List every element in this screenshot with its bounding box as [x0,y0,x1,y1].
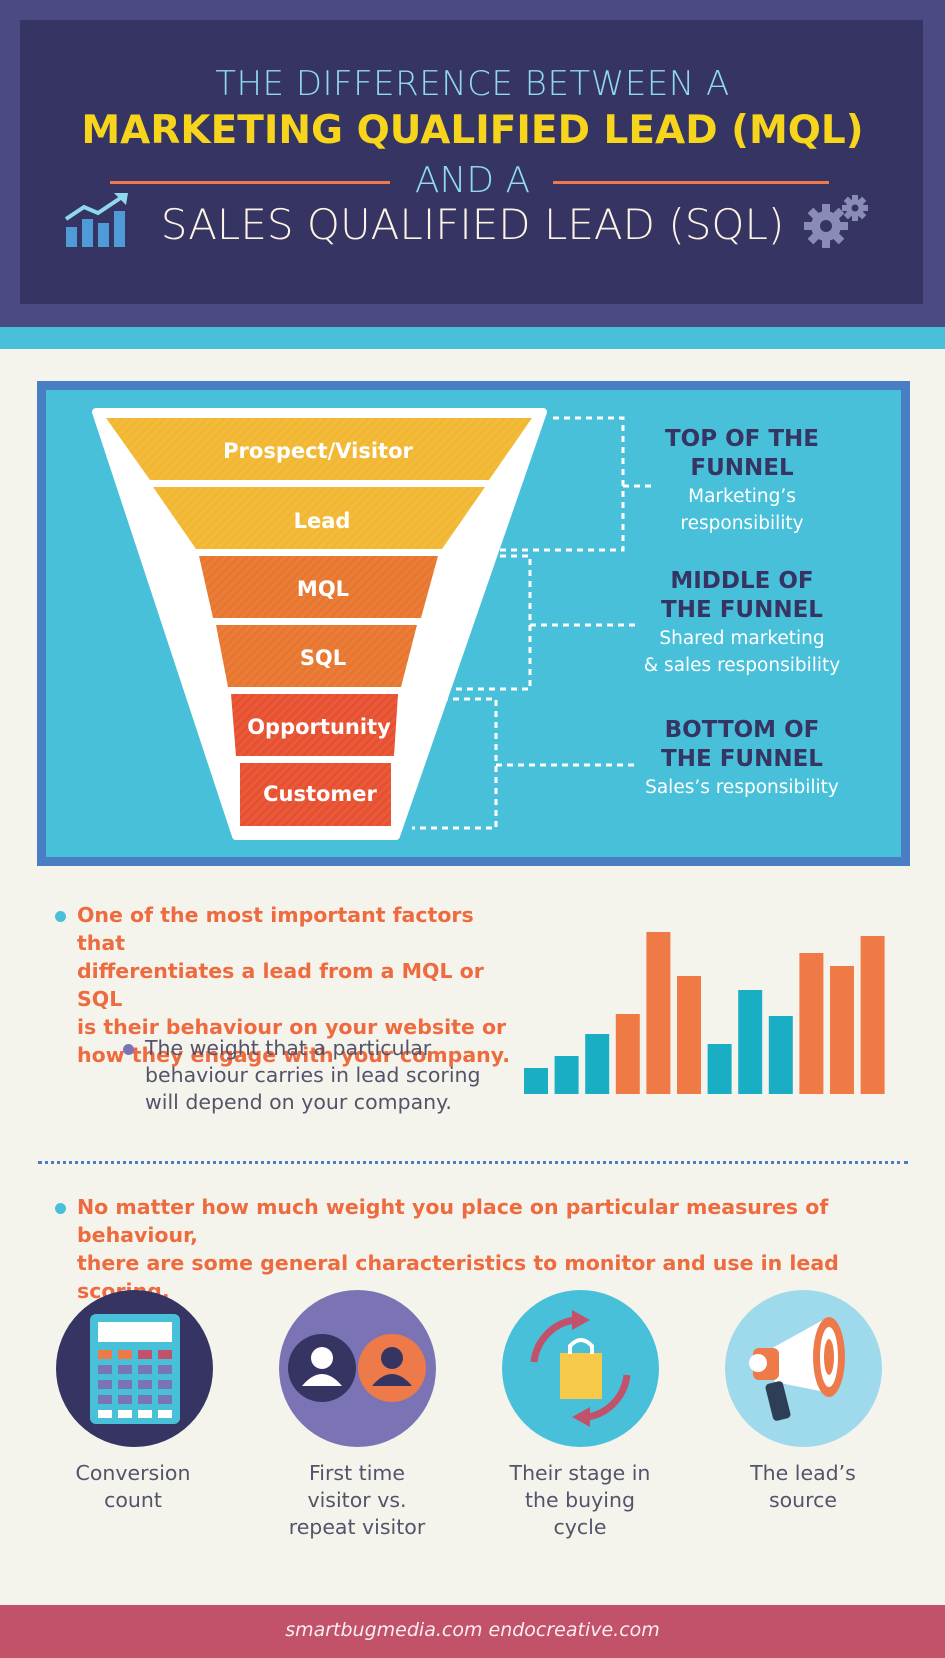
section-top-sub-b: responsibility [680,513,804,534]
title-line-4: SALES QUALIFIED LEAD (SQL) [160,200,785,249]
title-rule-left [110,181,390,184]
sub-bullet-dot [123,1044,134,1055]
decorative-bar [768,1016,793,1094]
decorative-bar [799,953,824,1094]
gears-icon [804,195,868,248]
point-2-line: No matter how much weight you place on p… [77,1195,829,1247]
bullet-dot [55,911,66,922]
decorative-bar [524,1068,548,1094]
decorative-bar [707,1044,732,1094]
footer-band [0,1605,945,1658]
decorative-bar [585,1034,610,1094]
megaphone-icon [749,1317,845,1421]
growth-chart-icon [64,193,128,247]
title-line-3: AND A [414,160,531,201]
section-bottom: BOTTOM OF THE FUNNEL Sales’s responsibil… [620,716,864,801]
section-bottom-sub-a: Sales’s responsibility [645,777,839,798]
section-bottom-title-a: BOTTOM OF [664,717,820,743]
section-top-sub-a: Marketing’s [688,486,796,507]
caption-line: Conversion [75,1461,191,1485]
point-1-line: how they engage with your company. [77,1043,511,1067]
decorative-bar-chart [524,932,885,1094]
point-1-line: One of the most important factors that [77,903,474,955]
point-1-sub: The weight that a particular behaviour c… [145,1035,505,1116]
buying-cycle-circle [502,1290,659,1447]
buying-cycle-icon [530,1310,631,1427]
decorative-bar [677,976,701,1094]
connector-top [462,416,625,552]
section-top: TOP OF THE FUNNEL Marketing’s responsibi… [620,425,864,537]
caption-lead-source: The lead’s source [708,1460,898,1514]
caption-line: count [104,1488,162,1512]
point-1: One of the most important factors that d… [77,901,517,1069]
visitors-icon [288,1334,426,1402]
megaphone-circle [725,1290,882,1447]
header-panel [20,20,923,304]
point-1-sub-line: The weight that a particular [145,1036,432,1060]
caption-line: visitor vs. [307,1488,407,1512]
point-2-line: there are some general characteristics t… [77,1251,839,1303]
section-middle-title-a: MIDDLE OF [670,568,814,594]
stage-label-prospect: Prospect/Visitor [223,439,413,463]
point-1-line: differentiates a lead from a MQL or SQL [77,959,484,1011]
footer-credits: smartbugmedia.com endocreative.com [285,1619,660,1641]
decorative-bar [554,1056,579,1094]
title-line-1: THE DIFFERENCE BETWEEN A [215,64,730,104]
section-top-title-b: FUNNEL [690,455,794,481]
visitors-circle [279,1290,436,1447]
cyan-divider [0,327,945,349]
caption-conversion: Conversion count [38,1460,228,1514]
caption-buying-stage: Their stage in the buying cycle [485,1460,675,1541]
decorative-bar [830,966,854,1094]
caption-visitor: First time visitor vs. repeat visitor [262,1460,452,1541]
decorative-bar [738,990,763,1094]
funnel-graphic [92,408,656,840]
section-middle-title-b: THE FUNNEL [661,597,823,623]
point-2: No matter how much weight you place on p… [77,1193,927,1305]
decorative-bar [615,1014,640,1094]
bullet-dot [55,1203,66,1214]
stage-label-customer: Customer [263,782,377,806]
section-middle-sub-b: & sales responsibility [643,655,841,676]
stage-label-opportunity: Opportunity [247,715,391,739]
dotted-divider [38,1161,908,1164]
decorative-bar [646,932,671,1094]
caption-line: The lead’s [750,1461,856,1485]
title-rule-right [553,181,829,184]
calculator-icon [90,1314,180,1424]
caption-line: repeat visitor [288,1515,426,1539]
point-1-sub-line: will depend on your company. [145,1090,452,1114]
caption-line: source [768,1488,838,1512]
section-middle: MIDDLE OF THE FUNNEL Shared marketing & … [620,567,864,679]
connector-bottom [412,697,498,830]
point-1-sub-line: behaviour carries in lead scoring [145,1063,481,1087]
stage-label-lead: Lead [293,509,351,533]
stage-label-mql: MQL [296,577,350,601]
title-line-2: MARKETING QUALIFIED LEAD (MQL) [81,108,864,153]
stage-label-sql: SQL [299,646,347,670]
caption-line: First time [309,1461,405,1485]
caption-line: Their stage in [509,1461,651,1485]
caption-line: the buying [525,1488,635,1512]
point-1-line: is their behaviour on your website or [77,1015,507,1039]
section-middle-sub-a: Shared marketing [659,628,825,649]
section-top-title-a: TOP OF THE [664,426,820,452]
section-bottom-title-b: THE FUNNEL [661,746,823,772]
caption-line: cycle [553,1515,607,1539]
decorative-bar [860,936,885,1094]
calculator-circle [56,1290,213,1447]
